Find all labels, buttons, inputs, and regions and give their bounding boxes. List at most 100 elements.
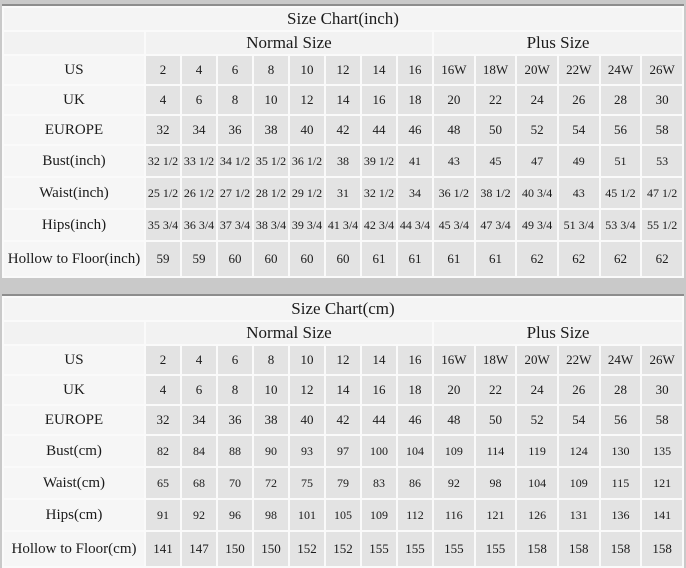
size-cell: 155 xyxy=(432,530,476,568)
table-row: Waist(cm) 65 68 70 72 75 79 83 86 92 98 104 109 115 12… xyxy=(2,466,684,500)
size-cell: 61 xyxy=(432,240,476,278)
size-cell: 45 1/2 xyxy=(598,176,643,210)
size-cell: 28 xyxy=(598,374,643,406)
size-cell: 4 xyxy=(144,84,182,116)
table-row: EUROPE 32 34 36 38 40 42 44 46 48 50 52 54 56 58 xyxy=(2,114,684,146)
size-cell: 112 xyxy=(396,498,434,532)
size-cell: 32 xyxy=(144,404,182,436)
size-cell: 53 3/4 xyxy=(598,208,643,242)
row-label: Waist(inch) xyxy=(2,176,146,210)
size-cell: 35 1/2 xyxy=(252,144,290,178)
size-cell: 22W xyxy=(556,344,601,376)
size-cell: 14 xyxy=(324,374,362,406)
size-cell: 24W xyxy=(598,54,643,86)
size-cell: 158 xyxy=(640,530,684,568)
size-cell: 121 xyxy=(640,466,684,500)
size-cell: 16 xyxy=(396,344,434,376)
size-cell: 28 1/2 xyxy=(252,176,290,210)
size-cell: 56 xyxy=(598,404,643,436)
size-cell: 47 xyxy=(515,144,559,178)
size-cell: 93 xyxy=(288,434,326,468)
size-cell: 20 xyxy=(432,374,476,406)
size-cell: 6 xyxy=(180,374,218,406)
size-cell: 22 xyxy=(473,84,518,116)
size-chart-inch-panel: Size Chart(inch) Normal Size Plus Size US 2 4… xyxy=(2,4,684,278)
size-cell: 109 xyxy=(360,498,398,532)
size-cell: 158 xyxy=(556,530,601,568)
size-cell: 121 xyxy=(473,498,518,532)
size-cell: 49 xyxy=(556,144,601,178)
size-cell: 44 xyxy=(360,114,398,146)
size-cell: 62 xyxy=(515,240,559,278)
size-cell: 38 3/4 xyxy=(252,208,290,242)
size-cell: 46 xyxy=(396,404,434,436)
size-cell: 60 xyxy=(216,240,254,278)
size-cell: 14 xyxy=(360,344,398,376)
table-row: Hips(cm) 91 92 96 98 101 105 109 112 116 121 126 131… xyxy=(2,498,684,532)
size-cell: 20W xyxy=(515,54,559,86)
size-cell: 51 3/4 xyxy=(556,208,601,242)
size-cell: 52 xyxy=(515,114,559,146)
size-cell: 16 xyxy=(360,84,398,116)
size-cell: 61 xyxy=(396,240,434,278)
table-row: Waist(inch) 25 1/2 26 1/2 27 1/2 28 1/2 29 1/… xyxy=(2,176,684,210)
size-cell: 48 xyxy=(432,404,476,436)
size-cell: 45 xyxy=(473,144,518,178)
size-cell: 18W xyxy=(473,344,518,376)
size-cell: 150 xyxy=(252,530,290,568)
group-header-normal-size: Normal Size xyxy=(144,320,434,346)
size-cell: 59 xyxy=(144,240,182,278)
size-cell: 4 xyxy=(180,344,218,376)
size-cell: 44 3/4 xyxy=(396,208,434,242)
row-label: UK xyxy=(2,84,146,116)
size-cell: 152 xyxy=(324,530,362,568)
size-cell: 130 xyxy=(598,434,643,468)
size-cell: 22 xyxy=(473,374,518,406)
size-cell: 16W xyxy=(432,54,476,86)
size-cell: 51 xyxy=(598,144,643,178)
size-cell: 8 xyxy=(216,84,254,116)
size-cell: 97 xyxy=(324,434,362,468)
size-cell: 55 1/2 xyxy=(640,208,684,242)
size-cell: 60 xyxy=(288,240,326,278)
row-label: Bust(inch) xyxy=(2,144,146,178)
row-label: Hollow to Floor(cm) xyxy=(2,530,146,568)
size-cell: 24 xyxy=(515,84,559,116)
size-cell: 34 xyxy=(180,404,218,436)
table-title: Size Chart(cm) xyxy=(2,296,684,322)
size-cell: 155 xyxy=(396,530,434,568)
size-cell: 35 3/4 xyxy=(144,208,182,242)
size-cell: 24 xyxy=(515,374,559,406)
size-cell: 72 xyxy=(252,466,290,500)
size-cell: 10 xyxy=(288,54,326,86)
size-cell: 16W xyxy=(432,344,476,376)
size-cell: 40 3/4 xyxy=(515,176,559,210)
size-cell: 59 xyxy=(180,240,218,278)
size-cell: 18 xyxy=(396,374,434,406)
size-cell: 4 xyxy=(144,374,182,406)
size-cell: 114 xyxy=(473,434,518,468)
size-cell: 39 1/2 xyxy=(360,144,398,178)
size-cell: 92 xyxy=(180,498,218,532)
size-cell: 38 xyxy=(252,114,290,146)
group-header-spacer xyxy=(2,30,146,56)
size-cell: 53 xyxy=(640,144,684,178)
size-cell: 105 xyxy=(324,498,362,532)
size-cell: 10 xyxy=(252,374,290,406)
size-cell: 30 xyxy=(640,374,684,406)
size-cell: 30 xyxy=(640,84,684,116)
size-cell: 155 xyxy=(360,530,398,568)
size-cell: 45 3/4 xyxy=(432,208,476,242)
size-cell: 54 xyxy=(556,114,601,146)
size-cell: 44 xyxy=(360,404,398,436)
size-cell: 26 1/2 xyxy=(180,176,218,210)
row-label: UK xyxy=(2,374,146,406)
size-cell: 82 xyxy=(144,434,182,468)
size-cell: 40 xyxy=(288,114,326,146)
table-row: UK 4 6 8 10 12 14 16 18 20 22 24 26 28 30 xyxy=(2,84,684,116)
size-cell: 100 xyxy=(360,434,398,468)
size-cell: 12 xyxy=(324,54,362,86)
size-cell: 147 xyxy=(180,530,218,568)
table-row: Hollow to Floor(inch) 59 59 60 60 60 60 61 61 61 6… xyxy=(2,240,684,278)
size-cell: 62 xyxy=(598,240,643,278)
